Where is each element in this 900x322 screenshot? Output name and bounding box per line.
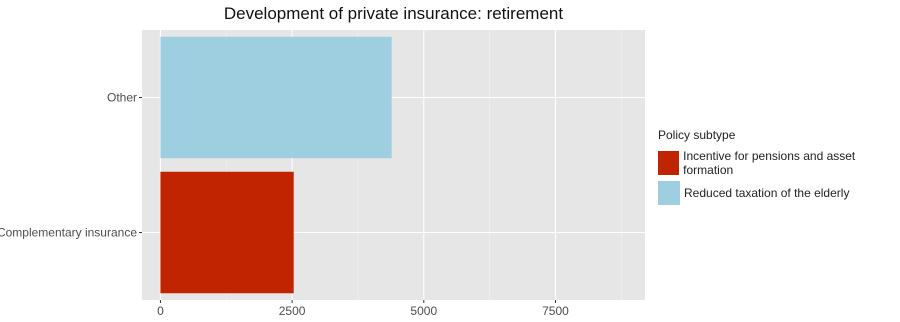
bar-complementary-insurance <box>160 171 294 294</box>
x-tick-label: 2500 <box>279 304 306 318</box>
x-tick-label: 7500 <box>542 304 569 318</box>
y-tick-label: Complementary insurance <box>0 226 137 240</box>
legend-label-incentive: Incentive for pensions and asset formati… <box>683 149 856 177</box>
legend-item-reduced-taxation: Reduced taxation of the elderly <box>658 178 900 208</box>
x-tick-label: 5000 <box>410 304 437 318</box>
legend: Policy subtype Incentive for pensions an… <box>658 128 900 208</box>
bar-other <box>160 36 392 159</box>
legend-key-incentive <box>658 151 680 175</box>
legend-item-incentive: Incentive for pensions and asset formati… <box>658 148 900 178</box>
y-tick-label: Other <box>107 91 137 105</box>
legend-title: Policy subtype <box>658 128 736 142</box>
legend-key-reduced-taxation <box>658 181 680 205</box>
x-tick-label: 0 <box>157 304 164 318</box>
chart-title: Development of private insurance: retire… <box>223 4 564 23</box>
legend-label-reduced-taxation: Reduced taxation of the elderly <box>684 186 850 200</box>
